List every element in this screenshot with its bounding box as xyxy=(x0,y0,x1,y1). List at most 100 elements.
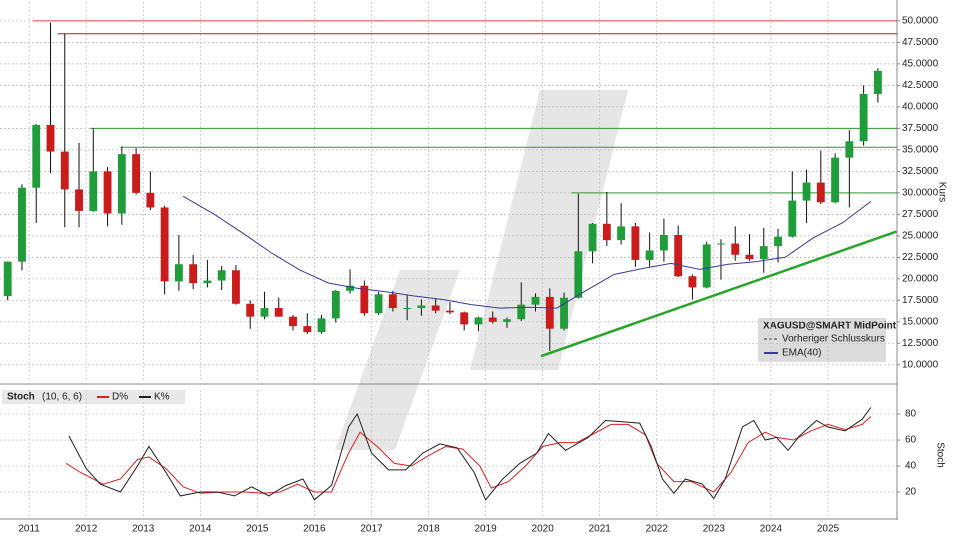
y-tick-label: 40 xyxy=(905,461,917,472)
candle-body xyxy=(132,154,141,193)
y-tick-label: 22.5000 xyxy=(902,252,939,263)
candle-body xyxy=(759,246,768,260)
candle-body xyxy=(232,270,240,304)
candle-body xyxy=(160,207,169,282)
candle-body xyxy=(103,171,112,214)
y-tick-label: 80 xyxy=(905,409,917,420)
candle-body xyxy=(545,296,554,329)
x-tick-label: 2016 xyxy=(303,524,326,535)
legend-label: K% xyxy=(154,392,170,403)
candle-body xyxy=(802,182,811,201)
candle-body xyxy=(488,317,497,322)
candle-body xyxy=(303,326,312,333)
candle-body xyxy=(146,192,155,208)
candle-body xyxy=(246,303,255,317)
x-tick-label: 2012 xyxy=(75,524,98,535)
y-tick-label: 17.5000 xyxy=(902,295,939,306)
candle-body xyxy=(645,250,654,260)
legend-bg xyxy=(758,318,886,362)
stoch-line xyxy=(65,416,872,494)
candle-body xyxy=(560,297,568,329)
y-tick-label: 20.0000 xyxy=(902,273,939,284)
candle-body xyxy=(816,182,825,203)
candle-body xyxy=(859,93,868,142)
candle-body xyxy=(431,305,440,311)
x-tick-label: 2025 xyxy=(817,524,840,535)
candle-body xyxy=(788,200,797,237)
trendline xyxy=(540,230,897,358)
candle-body xyxy=(46,124,55,152)
y-tick-label: 40.0000 xyxy=(902,102,939,113)
candle-body xyxy=(189,264,198,284)
candle-body xyxy=(474,317,483,325)
y-tick-label: 12.5000 xyxy=(902,338,939,349)
header-bg xyxy=(2,390,185,404)
ema-line xyxy=(182,195,872,309)
candle-body xyxy=(260,308,269,317)
candle-body xyxy=(588,223,597,252)
candle-body xyxy=(873,70,882,94)
candle-body xyxy=(75,189,83,211)
legend: XAGUSD@SMART MidPoint Vorheriger Schluss… xyxy=(758,318,897,362)
panel-title: Stoch xyxy=(7,392,35,403)
candle-body xyxy=(331,290,340,319)
candle-body xyxy=(403,308,412,310)
x-tick-label: 2021 xyxy=(589,524,612,535)
x-tick-label: 2015 xyxy=(246,524,269,535)
candle-body xyxy=(717,243,725,245)
candle-body xyxy=(503,319,511,322)
x-tick-label: 2023 xyxy=(703,524,726,535)
x-tick-label: 2018 xyxy=(417,524,440,535)
candle-body xyxy=(602,223,611,241)
x-tick-label: 2013 xyxy=(132,524,155,535)
candle-body xyxy=(346,285,354,291)
candle-body xyxy=(417,305,426,309)
y-tick-label: 27.5000 xyxy=(902,209,939,220)
y-tick-label: 10.0000 xyxy=(902,359,939,370)
x-tick-label: 2020 xyxy=(532,524,555,535)
candle-body xyxy=(3,261,12,297)
legend-title: XAGUSD@SMART MidPoint xyxy=(763,321,897,332)
y-tick-label: 35.0000 xyxy=(902,145,939,156)
marks-layer: 10.0000 12.5000 15.0000 17.5000 20.0000 22.50… xyxy=(3,16,939,535)
y-tick-label: 15.0000 xyxy=(902,316,939,327)
y-axis-title: Stoch xyxy=(934,442,945,468)
candle-body xyxy=(731,243,740,255)
y-tick-label: 45.0000 xyxy=(902,59,939,70)
candle-body xyxy=(845,141,854,158)
candle-body xyxy=(446,310,454,313)
legend-label: EMA(40) xyxy=(782,348,821,359)
y-tick-label: 42.5000 xyxy=(902,80,939,91)
candle-body xyxy=(289,316,297,327)
candle-body xyxy=(117,154,126,214)
candle-body xyxy=(831,157,840,203)
candle-body xyxy=(18,187,26,262)
candle-body xyxy=(174,264,183,282)
candle-body xyxy=(531,296,540,305)
candle-body xyxy=(631,226,640,260)
y-tick-label: 32.5000 xyxy=(902,166,939,177)
candle-body xyxy=(217,270,226,281)
candle-body xyxy=(274,308,283,317)
candle-body xyxy=(674,234,683,277)
candle-body xyxy=(460,312,469,325)
candle-body xyxy=(317,318,326,333)
y-tick-label: 20 xyxy=(905,487,917,498)
y-tick-label: 30.0000 xyxy=(902,188,939,199)
candle-body xyxy=(617,226,626,241)
candle-body xyxy=(574,251,583,298)
stoch-line xyxy=(68,407,872,501)
candle-body xyxy=(60,151,69,190)
candle-body xyxy=(774,236,782,247)
y-tick-label: 37.5000 xyxy=(902,123,939,134)
stoch-header: Stoch (10, 6, 6) xyxy=(2,390,185,404)
x-tick-label: 2014 xyxy=(189,524,212,535)
y-tick-label: 60 xyxy=(905,435,917,446)
candle-body xyxy=(659,234,668,251)
x-tick-label: 2024 xyxy=(760,524,783,535)
candle-body xyxy=(745,254,754,260)
y-axis-title: Kurs xyxy=(936,182,947,203)
y-tick-label: 47.5000 xyxy=(902,37,939,48)
